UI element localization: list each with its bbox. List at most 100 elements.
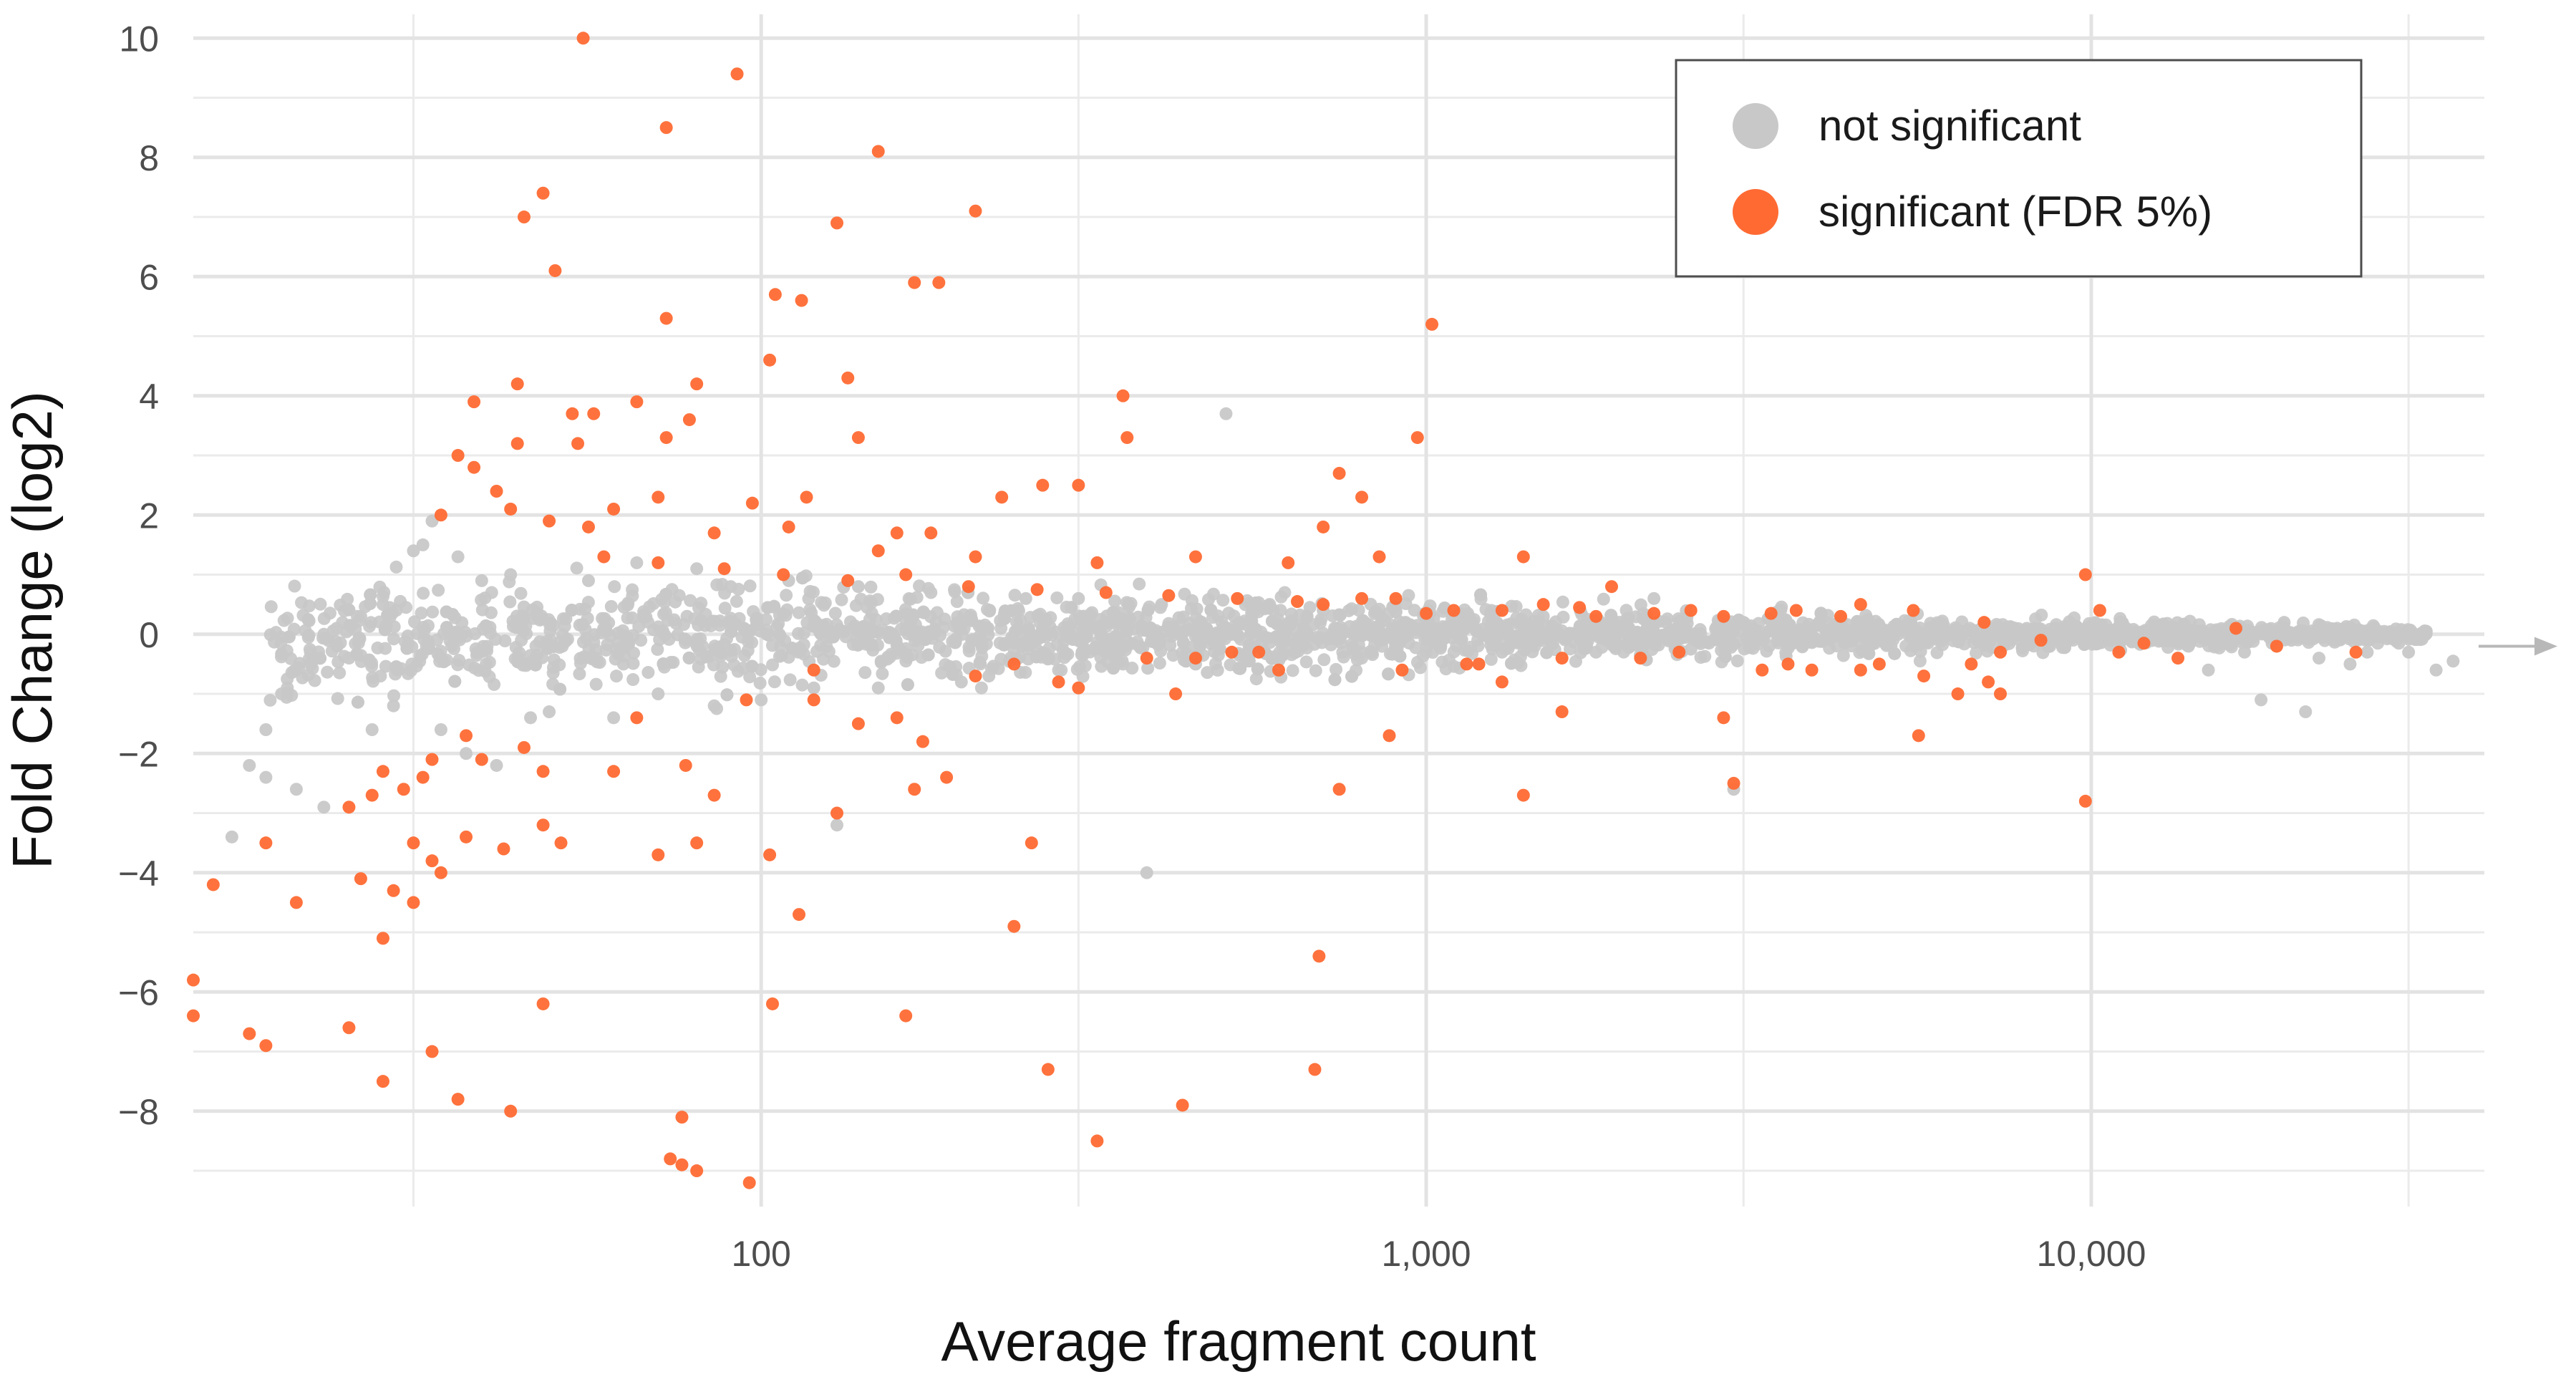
point-significant <box>782 520 795 533</box>
point-not-significant <box>1246 598 1260 612</box>
point-not-significant <box>858 666 872 680</box>
point-significant <box>554 836 568 850</box>
point-significant <box>1872 657 1886 671</box>
point-not-significant <box>2212 641 2226 654</box>
point-not-significant <box>1514 649 1527 663</box>
point-significant <box>717 562 731 576</box>
point-not-significant <box>780 603 794 617</box>
point-not-significant <box>448 675 462 688</box>
y-tick-label: −2 <box>118 734 159 774</box>
point-significant <box>342 1021 356 1035</box>
point-not-significant <box>379 642 392 655</box>
point-not-significant <box>621 598 634 612</box>
point-significant <box>1472 657 1486 671</box>
point-not-significant <box>1439 662 1453 676</box>
point-not-significant <box>511 655 525 669</box>
point-significant <box>536 765 550 778</box>
point-significant <box>2112 645 2126 659</box>
point-not-significant <box>2255 693 2268 707</box>
point-significant <box>652 556 665 569</box>
point-not-significant <box>576 618 590 632</box>
point-not-significant <box>485 586 498 599</box>
point-not-significant <box>2360 645 2374 659</box>
point-not-significant <box>1950 623 1963 637</box>
point-not-significant <box>1484 652 1498 666</box>
point-not-significant <box>405 657 419 671</box>
point-significant <box>1951 687 1965 701</box>
point-significant <box>1604 580 1618 594</box>
point-not-significant <box>576 635 590 649</box>
x-tick-label: 10,000 <box>2036 1234 2146 1274</box>
point-not-significant <box>1595 631 1609 644</box>
point-significant <box>1672 645 1686 659</box>
point-not-significant <box>2059 622 2073 635</box>
point-not-significant <box>2182 639 2195 653</box>
point-significant <box>1090 1134 1104 1148</box>
point-significant <box>851 431 865 445</box>
point-not-significant <box>387 632 400 646</box>
point-not-significant <box>1634 598 1647 612</box>
point-significant <box>675 1158 689 1171</box>
point-significant <box>607 502 621 516</box>
point-not-significant <box>962 644 976 658</box>
point-not-significant <box>1218 620 1231 634</box>
point-not-significant <box>803 603 817 617</box>
point-significant <box>932 276 946 289</box>
point-not-significant <box>1083 619 1097 633</box>
point-not-significant <box>417 586 430 600</box>
point-not-significant <box>1966 624 1980 637</box>
point-significant <box>581 520 595 533</box>
point-not-significant <box>1605 623 1619 637</box>
point-not-significant <box>659 588 673 601</box>
point-not-significant <box>1074 617 1088 631</box>
point-significant <box>831 806 844 820</box>
point-significant <box>1994 687 2008 701</box>
point-not-significant <box>442 627 456 641</box>
point-not-significant <box>826 630 840 644</box>
point-not-significant <box>364 588 377 601</box>
point-significant <box>1169 687 1183 701</box>
point-not-significant <box>707 614 721 628</box>
point-not-significant <box>1452 622 1466 636</box>
point-not-significant <box>1317 653 1331 667</box>
point-not-significant <box>1919 629 1932 643</box>
point-significant <box>376 932 389 945</box>
point-not-significant <box>743 670 757 684</box>
point-not-significant <box>2277 616 2291 629</box>
legend-label-not-significant: not significant <box>1819 102 2081 150</box>
point-not-significant <box>589 677 603 691</box>
point-significant <box>1140 652 1153 665</box>
point-significant <box>517 740 531 754</box>
point-not-significant <box>1413 661 1427 675</box>
point-significant <box>1225 645 1239 659</box>
point-significant <box>451 449 465 463</box>
point-significant <box>768 288 782 301</box>
point-not-significant <box>1059 647 1072 660</box>
point-not-significant <box>547 653 561 667</box>
point-not-significant <box>353 632 367 645</box>
point-not-significant <box>330 622 344 635</box>
legend: not significant significant (FDR 5%) <box>1675 59 2363 278</box>
point-not-significant <box>727 642 741 656</box>
point-not-significant <box>1624 632 1637 645</box>
point-significant <box>1317 598 1330 612</box>
point-significant <box>659 431 673 445</box>
point-significant <box>475 753 488 766</box>
point-not-significant <box>806 619 820 633</box>
point-not-significant <box>1737 616 1751 629</box>
point-significant <box>2270 639 2283 653</box>
point-not-significant <box>717 637 731 651</box>
point-not-significant <box>1481 625 1495 639</box>
point-not-significant <box>1820 616 1834 629</box>
point-not-significant <box>827 654 841 668</box>
x-axis-title: Average fragment count <box>941 1310 1536 1373</box>
point-significant <box>1252 645 1266 659</box>
point-significant <box>1634 652 1647 665</box>
point-not-significant <box>1108 594 1122 608</box>
point-not-significant <box>692 660 705 674</box>
points-layer <box>187 32 2460 1189</box>
point-not-significant <box>653 633 667 647</box>
point-significant <box>1781 657 1795 671</box>
point-not-significant <box>543 624 557 638</box>
